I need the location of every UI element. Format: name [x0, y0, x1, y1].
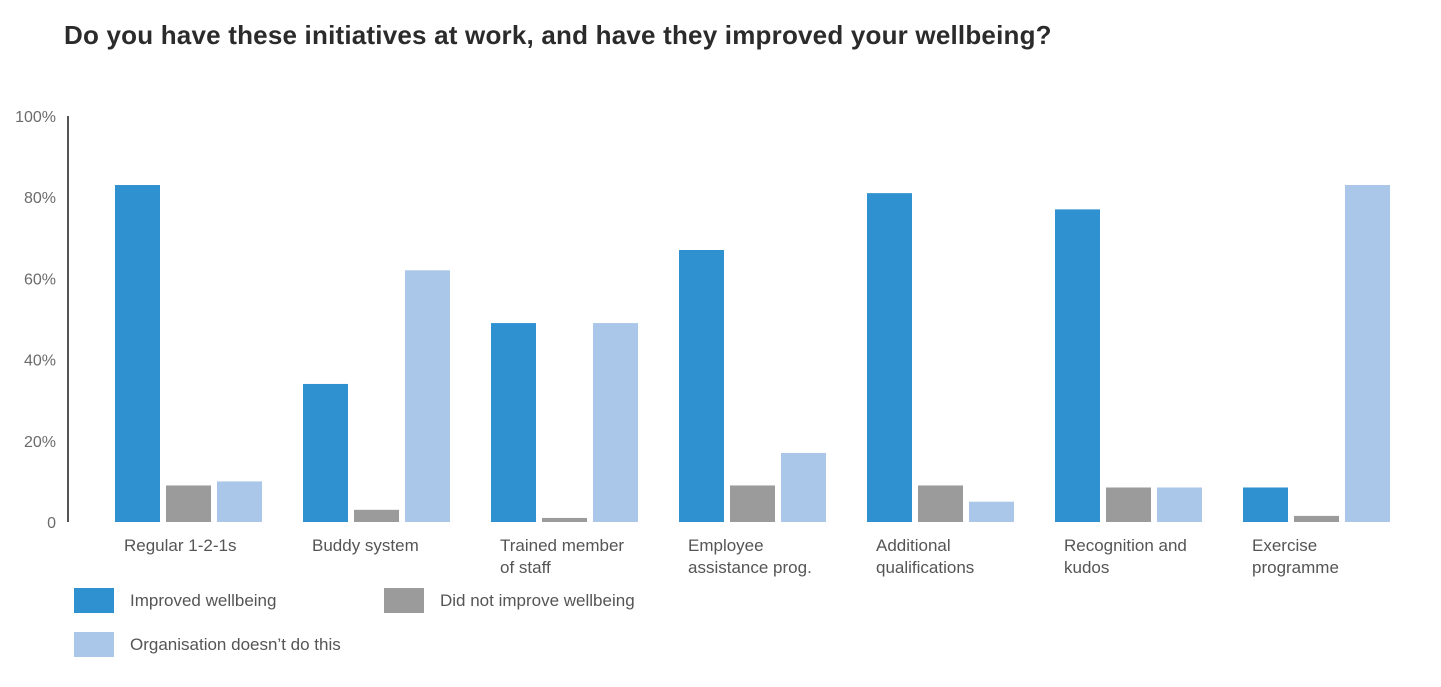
- x-category-label: Additional qualifications: [876, 536, 974, 577]
- bar: [918, 485, 963, 522]
- bar: [1106, 487, 1151, 522]
- x-category-label: Trained member of staff: [500, 536, 624, 577]
- legend-item-not-improved: Did not improve wellbeing: [384, 588, 635, 613]
- legend: Improved wellbeing Did not improve wellb…: [74, 586, 774, 666]
- bar: [354, 509, 399, 522]
- bar: [303, 383, 348, 522]
- bar: [593, 323, 638, 522]
- legend-label-org-doesnt: Organisation doesn’t do this: [130, 634, 341, 654]
- legend-item-improved: Improved wellbeing: [74, 588, 276, 613]
- bar: [781, 452, 826, 522]
- y-axis-ticks: 0 20% 40% 60% 80% 100%: [15, 109, 56, 532]
- bar: [217, 481, 262, 522]
- chart-title: Do you have these initiatives at work, a…: [64, 20, 1052, 50]
- x-category-label: Buddy system: [312, 536, 419, 555]
- bar: [969, 501, 1014, 522]
- bar: [1055, 209, 1100, 522]
- category-labels: Regular 1-2-1s Buddy system Trained member…: [124, 536, 1339, 577]
- legend-swatch-org-doesnt: [74, 632, 114, 657]
- x-category-label: Regular 1-2-1s: [124, 536, 236, 555]
- y-tick-label: 60%: [24, 271, 56, 288]
- bar: [1243, 487, 1288, 522]
- legend-swatch-not-improved: [384, 588, 424, 613]
- y-tick-label: 20%: [24, 434, 56, 451]
- bar: [166, 485, 211, 522]
- bar: [730, 485, 775, 522]
- legend-item-org-doesnt: Organisation doesn’t do this: [74, 632, 341, 657]
- bar: [542, 517, 587, 522]
- y-tick-label: 40%: [24, 353, 56, 370]
- bar: [1157, 487, 1202, 522]
- bar: [1294, 515, 1339, 522]
- bars: [115, 185, 1390, 523]
- x-category-label: Recognition and kudos: [1064, 536, 1187, 577]
- bar: [867, 193, 912, 522]
- bar: [405, 270, 450, 522]
- y-tick-label: 100%: [15, 109, 56, 126]
- legend-label-not-improved: Did not improve wellbeing: [440, 590, 635, 610]
- x-category-label: Employee assistance prog.: [688, 536, 812, 577]
- bar: [1345, 185, 1390, 522]
- y-tick-label: 80%: [24, 190, 56, 207]
- x-category-label: Exercise programme: [1252, 536, 1339, 577]
- legend-swatch-improved: [74, 588, 114, 613]
- legend-label-improved: Improved wellbeing: [130, 590, 277, 610]
- bar: [115, 185, 160, 522]
- y-tick-label: 0: [47, 515, 56, 532]
- bar: [679, 249, 724, 523]
- bar: [491, 323, 536, 522]
